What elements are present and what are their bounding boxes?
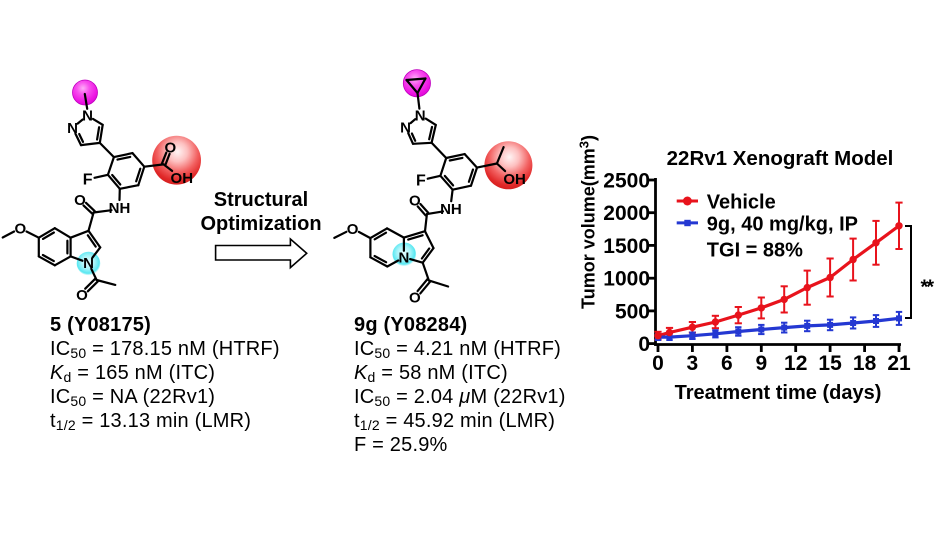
svg-text:500: 500: [615, 300, 650, 323]
svg-text:O: O: [14, 221, 26, 238]
svg-text:1500: 1500: [603, 235, 650, 258]
svg-text:O: O: [74, 192, 86, 209]
svg-text:N: N: [400, 119, 411, 136]
svg-text:21: 21: [887, 352, 911, 375]
svg-text:22Rv1 Xenograft Model: 22Rv1 Xenograft Model: [667, 147, 894, 170]
svg-text:6: 6: [721, 352, 733, 375]
svg-text:O: O: [409, 289, 421, 306]
svg-text:Tumor volume(mm3): Tumor volume(mm3): [577, 135, 599, 309]
svg-text:2500: 2500: [603, 170, 650, 193]
svg-text:12: 12: [784, 352, 807, 375]
svg-text:Treatment time (days): Treatment time (days): [675, 382, 882, 404]
svg-text:**: **: [921, 277, 935, 299]
svg-text:OH: OH: [503, 171, 526, 188]
svg-text:N: N: [415, 107, 426, 124]
svg-text:1000: 1000: [603, 268, 650, 291]
svg-text:15: 15: [818, 352, 842, 375]
svg-text:0: 0: [638, 333, 650, 356]
svg-text:O: O: [164, 139, 176, 156]
svg-text:9: 9: [755, 352, 767, 375]
svg-text:3: 3: [687, 352, 699, 375]
svg-text:OH: OH: [171, 170, 194, 187]
svg-text:18: 18: [853, 352, 877, 375]
svg-text:2000: 2000: [603, 202, 650, 225]
svg-text:O: O: [347, 221, 359, 238]
svg-text:F: F: [83, 172, 93, 189]
svg-text:O: O: [76, 287, 88, 304]
svg-text:F: F: [416, 173, 426, 190]
svg-text:N: N: [82, 108, 93, 125]
svg-text:9g, 40 mg/kg, IP: 9g, 40 mg/kg, IP: [707, 214, 858, 236]
svg-text:N: N: [398, 250, 409, 267]
svg-text:N: N: [67, 120, 78, 137]
svg-text:Vehicle: Vehicle: [707, 191, 776, 213]
svg-text:N: N: [83, 255, 94, 272]
svg-text:NH: NH: [440, 201, 462, 218]
svg-text:NH: NH: [109, 200, 131, 217]
svg-text:O: O: [409, 193, 421, 210]
svg-text:0: 0: [652, 352, 664, 375]
svg-text:TGI = 88%: TGI = 88%: [707, 239, 803, 261]
